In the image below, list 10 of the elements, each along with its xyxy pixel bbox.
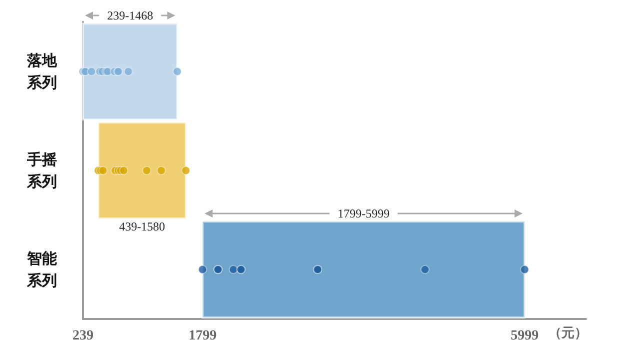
x-axis-title: （元） [548, 326, 588, 341]
data-label: 239-1468 [107, 8, 154, 22]
y-tick-label: 手摇系列 [26, 150, 57, 190]
y-tick-label: 智能系列 [26, 250, 58, 290]
data-label: 439-1580 [119, 220, 166, 234]
x-tick-label: 1799 [188, 328, 217, 343]
x-tick-label: 5999 [510, 328, 539, 343]
data-label: 1799-5999 [338, 206, 390, 220]
x-tick-label: 239 [72, 328, 94, 343]
y-tick-label: 落地系列 [26, 52, 58, 92]
